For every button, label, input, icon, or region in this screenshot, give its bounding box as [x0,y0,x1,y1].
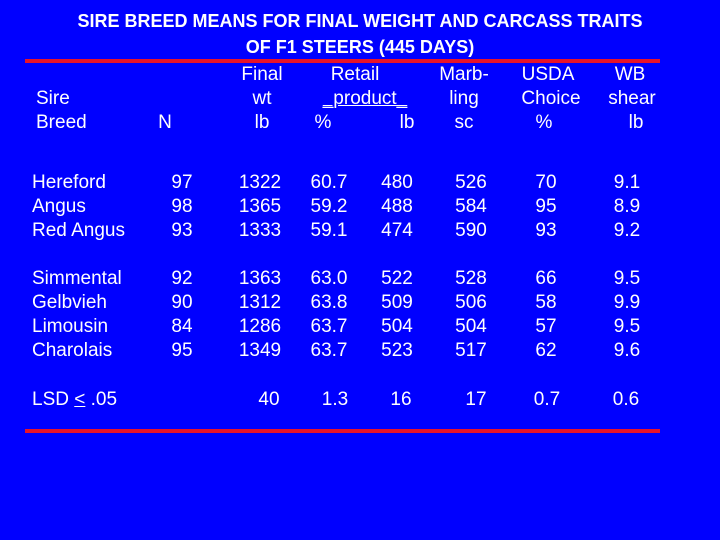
cell-wb-shear: 9.5 [613,316,641,337]
cell-retail-pct: 60.7 [310,172,348,193]
header-usda: USDA [521,64,575,85]
lsd-choice: 0.7 [533,389,561,410]
cell-n: 90 [171,292,193,313]
cell-wb-shear: 9.9 [613,292,641,313]
header-product: _product_ [322,88,408,109]
header-sire: Sire [36,88,70,109]
header-wb-lb: lb [628,112,644,133]
cell-wb-shear: 9.5 [613,268,641,289]
cell-n: 84 [171,316,193,337]
header-marb: Marb- [439,64,489,85]
lsd-marbling: 17 [465,389,487,410]
cell-retail-pct: 59.1 [310,220,348,241]
table-row-breed: Gelbvieh [32,292,107,313]
cell-choice: 66 [535,268,557,289]
cell-final-wt: 1333 [238,220,282,241]
lsd-final-wt: 40 [258,389,280,410]
header-final: Final [241,64,283,85]
cell-n: 98 [171,196,193,217]
cell-retail-pct: 59.2 [310,196,348,217]
lsd-retail-lb: 16 [390,389,412,410]
header-retail-lb: lb [399,112,415,133]
cell-final-wt: 1365 [238,196,282,217]
header-ling: ling [449,88,479,109]
table-row-breed: Limousin [32,316,109,337]
header-wt: wt [252,88,272,109]
header-final-lb: lb [254,112,270,133]
header-retail: Retail [330,64,380,85]
cell-retail-pct: 63.7 [310,316,348,337]
cell-retail-lb: 509 [381,292,413,313]
table-row-breed: Charolais [32,340,113,361]
table-row-breed: Red Angus [32,220,125,241]
bottom-divider [25,429,660,433]
header-choice: Choice [521,88,581,109]
cell-final-wt: 1286 [238,316,282,337]
cell-final-wt: 1349 [238,340,282,361]
cell-retail-lb: 488 [381,196,413,217]
table-row-breed: Hereford [32,172,106,193]
cell-retail-lb: 523 [381,340,413,361]
cell-marbling: 517 [455,340,487,361]
header-breed: Breed [36,112,87,133]
top-divider [25,59,660,63]
table-row-breed: Angus [32,196,86,217]
cell-marbling: 584 [455,196,487,217]
lsd-label: LSD < .05 [32,389,118,410]
cell-wb-shear: 9.6 [613,340,641,361]
cell-n: 93 [171,220,193,241]
header-retail-pct: % [314,112,332,133]
title-line-1: SIRE BREED MEANS FOR FINAL WEIGHT AND CA… [77,11,643,31]
header-wb: WB [614,64,646,85]
cell-wb-shear: 8.9 [613,196,641,217]
cell-final-wt: 1312 [238,292,282,313]
cell-retail-pct: 63.0 [310,268,348,289]
cell-marbling: 504 [455,316,487,337]
header-n: N [158,112,172,133]
cell-choice: 58 [535,292,557,313]
cell-marbling: 506 [455,292,487,313]
header-choice-pct: % [535,112,553,133]
cell-retail-lb: 522 [381,268,413,289]
lsd-retail-pct: 1.3 [321,389,349,410]
cell-choice: 70 [535,172,557,193]
cell-retail-pct: 63.8 [310,292,348,313]
cell-marbling: 590 [455,220,487,241]
cell-wb-shear: 9.1 [613,172,641,193]
cell-choice: 93 [535,220,557,241]
cell-n: 97 [171,172,193,193]
cell-marbling: 526 [455,172,487,193]
cell-retail-lb: 474 [381,220,413,241]
cell-final-wt: 1322 [238,172,282,193]
cell-retail-lb: 480 [381,172,413,193]
table-row-breed: Simmental [32,268,122,289]
lsd-wb-shear: 0.6 [612,389,640,410]
title-line-2: OF F1 STEERS (445 DAYS) [245,37,475,57]
cell-wb-shear: 9.2 [613,220,641,241]
cell-n: 95 [171,340,193,361]
cell-marbling: 528 [455,268,487,289]
cell-choice: 95 [535,196,557,217]
cell-retail-pct: 63.7 [310,340,348,361]
header-sc: sc [454,112,474,133]
cell-n: 92 [171,268,193,289]
cell-choice: 57 [535,316,557,337]
cell-final-wt: 1363 [238,268,282,289]
cell-choice: 62 [535,340,557,361]
cell-retail-lb: 504 [381,316,413,337]
header-shear: shear [608,88,656,109]
